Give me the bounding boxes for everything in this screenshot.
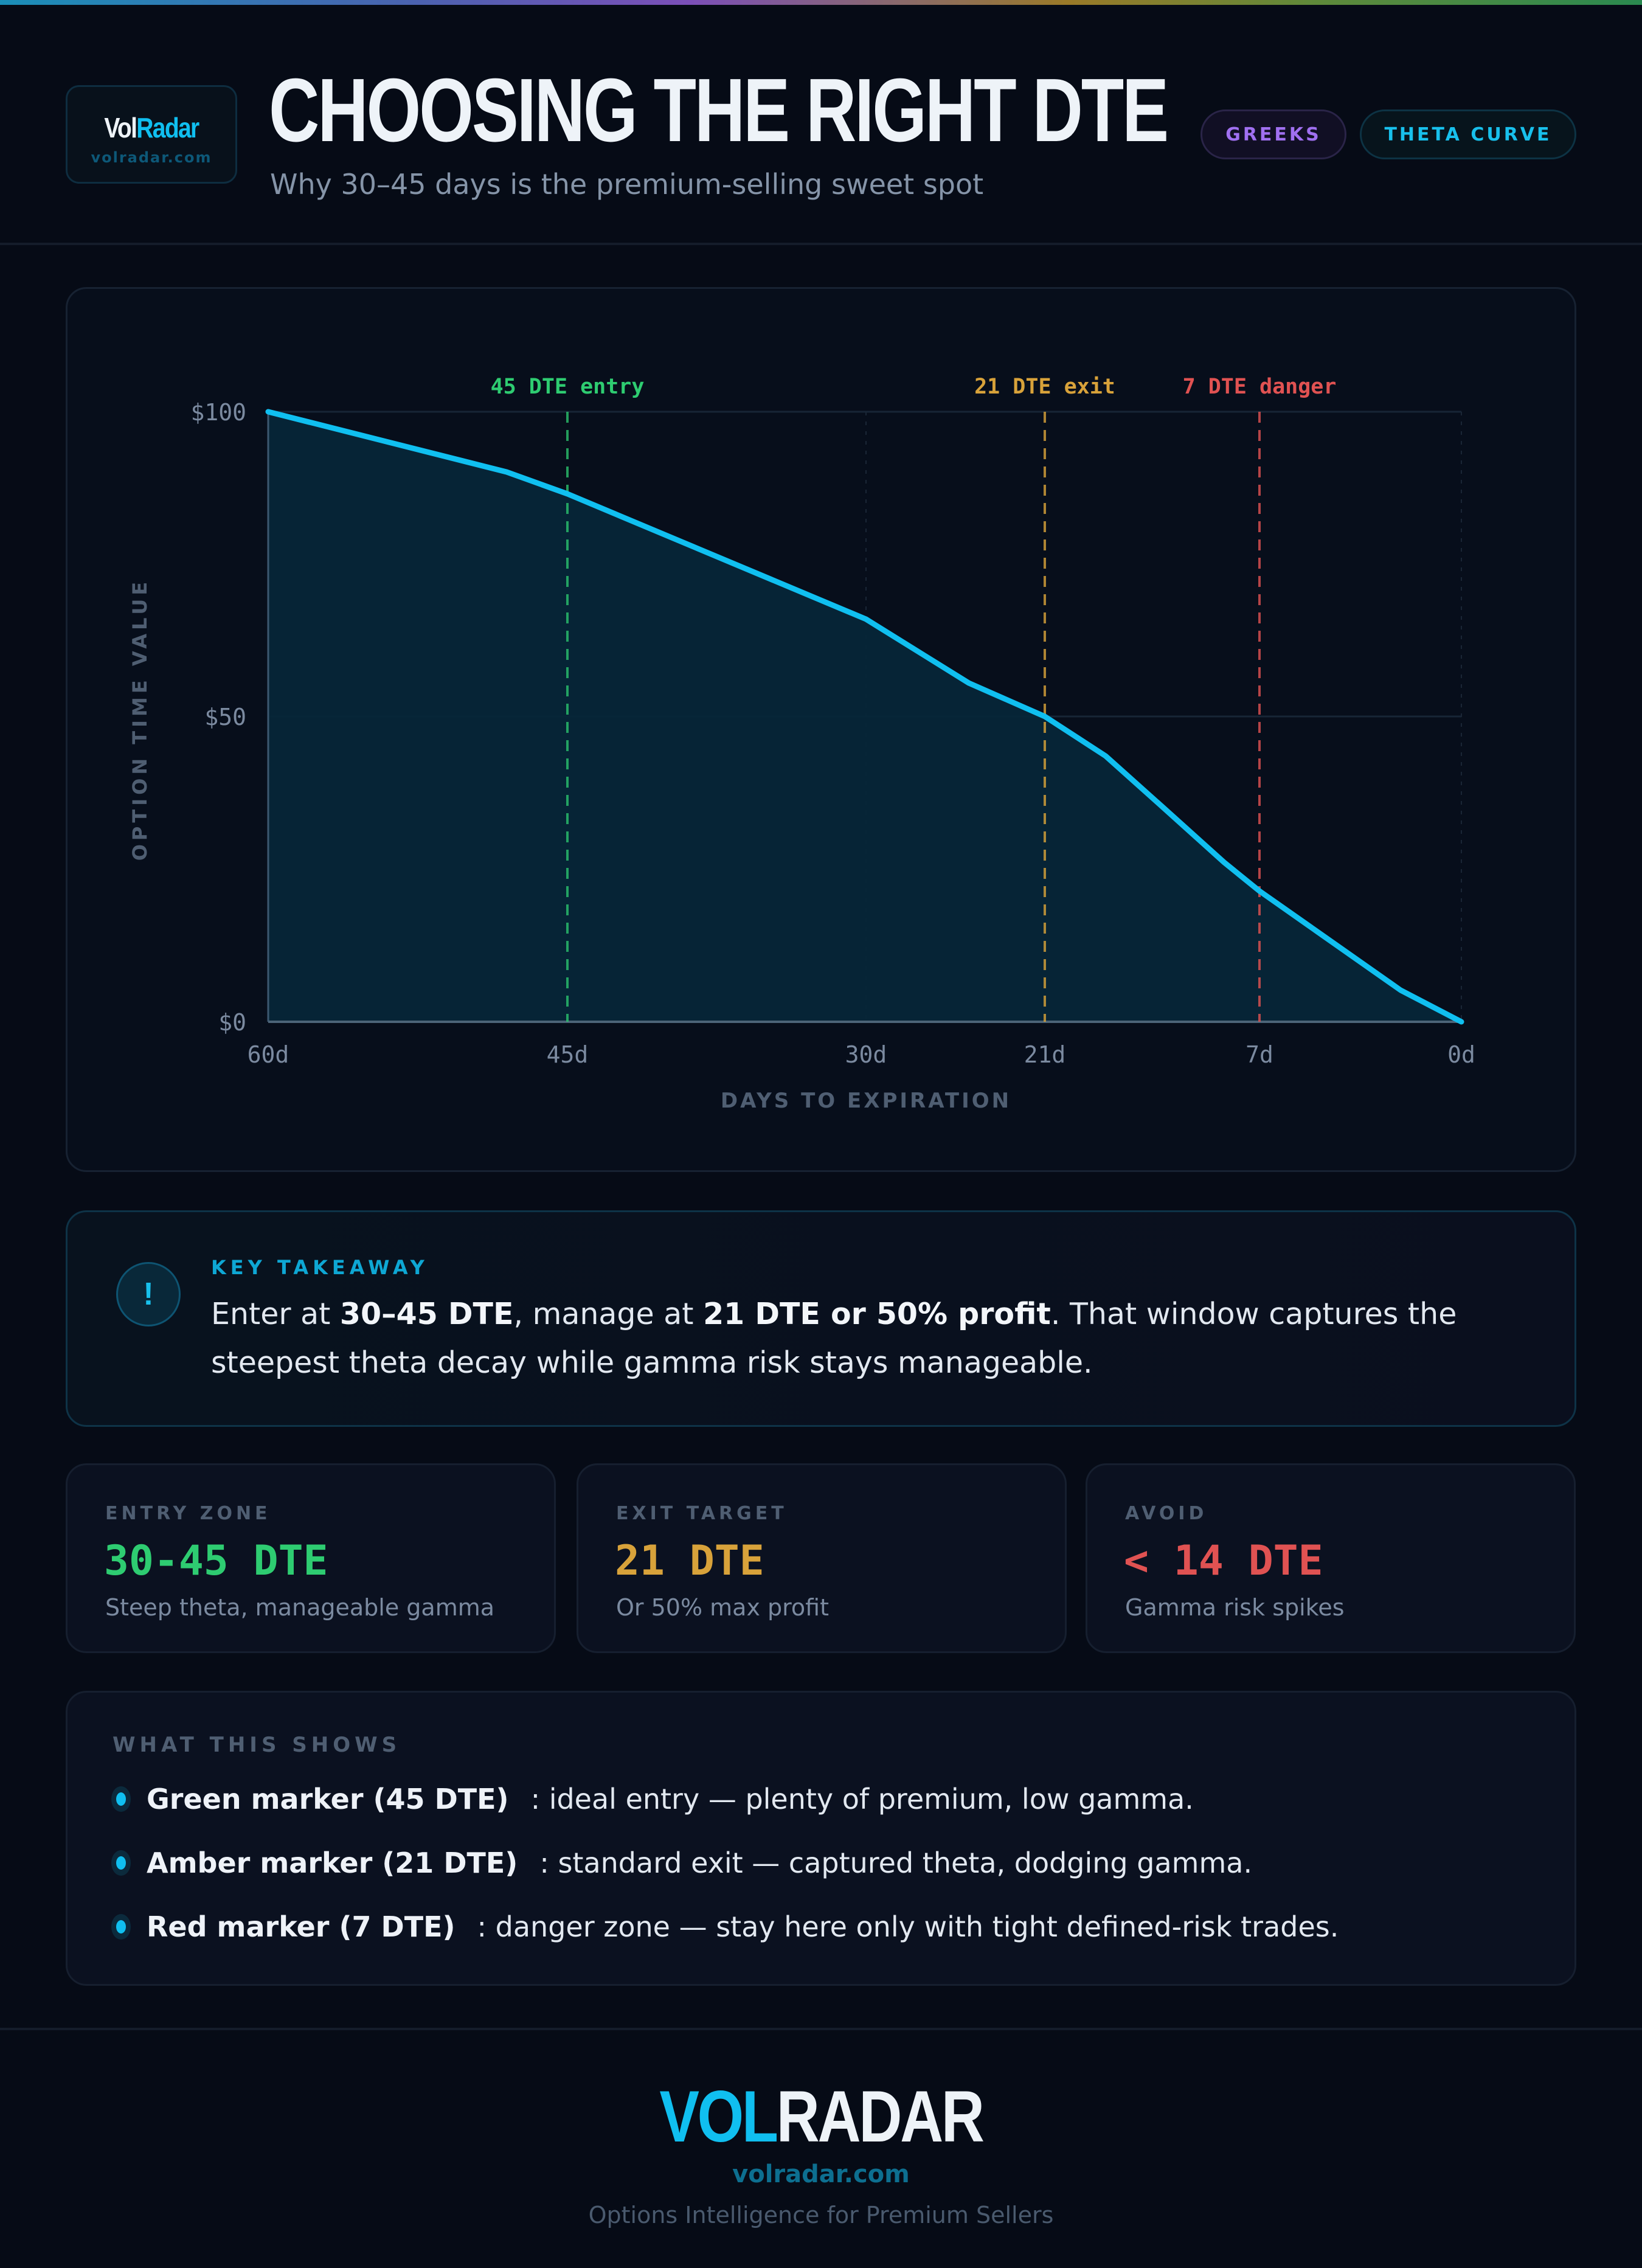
explain-label: WHAT THIS SHOWS xyxy=(113,1733,401,1757)
stat-label: EXIT TARGET xyxy=(616,1503,788,1524)
footer-brand-logo[interactable]: VOLRADAR xyxy=(659,2076,985,2157)
footer-url-link[interactable]: volradar.com xyxy=(732,2160,910,2188)
takeaway-label: KEY TAKEAWAY xyxy=(211,1256,429,1279)
x-tick-0d: 0d xyxy=(1447,1041,1475,1068)
chart-canvas: 45 DTE entry 21 DTE exit 7 DTE danger $1… xyxy=(128,375,1475,1113)
marker-7dte-label: 7 DTE danger xyxy=(1183,375,1337,399)
y-tick-0: $0 xyxy=(218,1009,246,1036)
x-tick-60d: 60d xyxy=(248,1041,289,1068)
list-item: Red marker (7 DTE): danger zone — stay h… xyxy=(111,1910,1339,1943)
time-value-line xyxy=(265,409,1464,1025)
stat-label: ENTRY ZONE xyxy=(105,1503,271,1524)
marker-21dte-label: 21 DTE exit xyxy=(974,375,1115,399)
bullet-dot-icon xyxy=(111,1850,131,1876)
list-item: Amber marker (21 DTE): standard exit — c… xyxy=(111,1847,1252,1879)
page-title: CHOOSING THE RIGHT DTE xyxy=(269,60,1169,161)
stat-value: < 14 DTE xyxy=(1124,1537,1323,1585)
x-tick-45d: 45d xyxy=(547,1041,589,1068)
logo-wordmark: VolRadar xyxy=(104,112,199,144)
exclamation-icon: ! xyxy=(116,1262,181,1326)
bullet-dot-icon xyxy=(111,1786,131,1812)
footer-tagline: Options Intelligence for Premium Sellers xyxy=(588,2202,1054,2228)
top-gradient-bar xyxy=(0,0,1642,5)
x-tick-21d: 21d xyxy=(1024,1041,1066,1068)
takeaway-text: Enter at 30–45 DTE, manage at 21 DTE or … xyxy=(211,1297,1457,1380)
x-tick-30d: 30d xyxy=(845,1041,887,1068)
stat-label: AVOID xyxy=(1125,1503,1208,1524)
marker-45dte-label: 45 DTE entry xyxy=(491,375,645,399)
logo-url: volradar.com xyxy=(91,149,212,166)
stat-value: 30-45 DTE xyxy=(104,1537,328,1585)
list-item: Green marker (45 DTE): ideal entry — ple… xyxy=(111,1783,1194,1815)
theta-decay-chart: 45 DTE entry 21 DTE exit 7 DTE danger $1… xyxy=(66,287,1576,1172)
footer-divider xyxy=(0,2028,1642,2030)
tag-theta-curve[interactable]: THETA CURVE xyxy=(1360,109,1576,159)
page-subtitle: Why 30–45 days is the premium-selling sw… xyxy=(270,168,984,201)
key-takeaway-callout: ! KEY TAKEAWAY Enter at 30–45 DTE, manag… xyxy=(66,1210,1576,1427)
tag-greeks[interactable]: GREEKS xyxy=(1200,109,1346,159)
y-tick-50: $50 xyxy=(204,704,246,730)
stat-desc: Gamma risk spikes xyxy=(1125,1594,1345,1621)
x-tick-7d: 7d xyxy=(1245,1041,1273,1068)
y-tick-100: $100 xyxy=(190,399,246,426)
x-axis-title: DAYS TO EXPIRATION xyxy=(721,1089,1011,1113)
page-header: VolRadar volradar.com CHOOSING THE RIGHT… xyxy=(0,5,1642,245)
what-this-shows-panel: WHAT THIS SHOWS Green marker (45 DTE): i… xyxy=(66,1691,1576,1986)
stat-value: 21 DTE xyxy=(615,1537,764,1585)
stat-card-entry-zone: ENTRY ZONE 30-45 DTE Steep theta, manage… xyxy=(66,1463,556,1653)
stat-desc: Steep theta, manageable gamma xyxy=(105,1594,495,1621)
y-axis-title: OPTION TIME VALUE xyxy=(128,578,151,861)
logo-badge[interactable]: VolRadar volradar.com xyxy=(66,85,237,184)
bullet-dot-icon xyxy=(111,1914,131,1940)
stat-card-avoid: AVOID < 14 DTE Gamma risk spikes xyxy=(1086,1463,1576,1653)
stat-desc: Or 50% max profit xyxy=(616,1594,830,1621)
stat-card-exit-target: EXIT TARGET 21 DTE Or 50% max profit xyxy=(577,1463,1067,1653)
